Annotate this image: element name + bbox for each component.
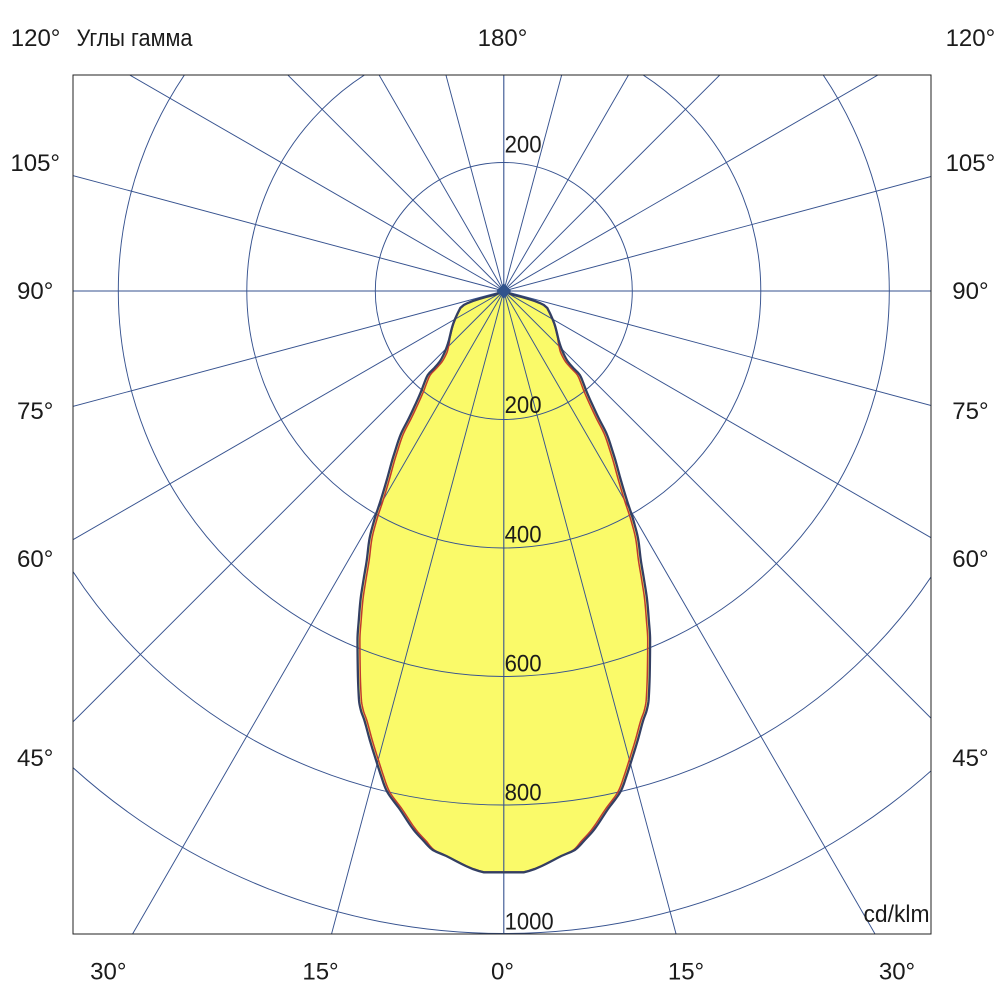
svg-text:60°: 60° — [17, 546, 53, 573]
svg-text:75°: 75° — [17, 398, 53, 425]
svg-text:120°: 120° — [11, 25, 61, 52]
svg-text:200: 200 — [505, 392, 542, 419]
svg-text:90°: 90° — [17, 278, 53, 305]
svg-text:105°: 105° — [10, 150, 60, 177]
svg-text:Углы гамма: Углы гамма — [77, 25, 194, 52]
svg-text:75°: 75° — [952, 398, 988, 425]
svg-text:600: 600 — [505, 651, 542, 678]
svg-text:15°: 15° — [302, 959, 338, 986]
svg-text:120°: 120° — [946, 25, 996, 52]
svg-text:15°: 15° — [668, 959, 704, 986]
svg-text:60°: 60° — [952, 546, 988, 573]
svg-text:45°: 45° — [17, 745, 53, 772]
svg-text:0°: 0° — [491, 959, 514, 986]
svg-text:cd/klm: cd/klm — [864, 901, 930, 928]
svg-text:30°: 30° — [90, 959, 126, 986]
svg-text:105°: 105° — [946, 150, 996, 177]
svg-text:400: 400 — [505, 522, 542, 549]
svg-text:45°: 45° — [952, 745, 988, 772]
svg-text:90°: 90° — [952, 278, 988, 305]
svg-text:30°: 30° — [879, 959, 915, 986]
svg-text:200: 200 — [505, 132, 542, 159]
svg-text:180°: 180° — [478, 25, 528, 52]
svg-text:800: 800 — [505, 780, 542, 807]
svg-text:1000: 1000 — [505, 909, 554, 936]
